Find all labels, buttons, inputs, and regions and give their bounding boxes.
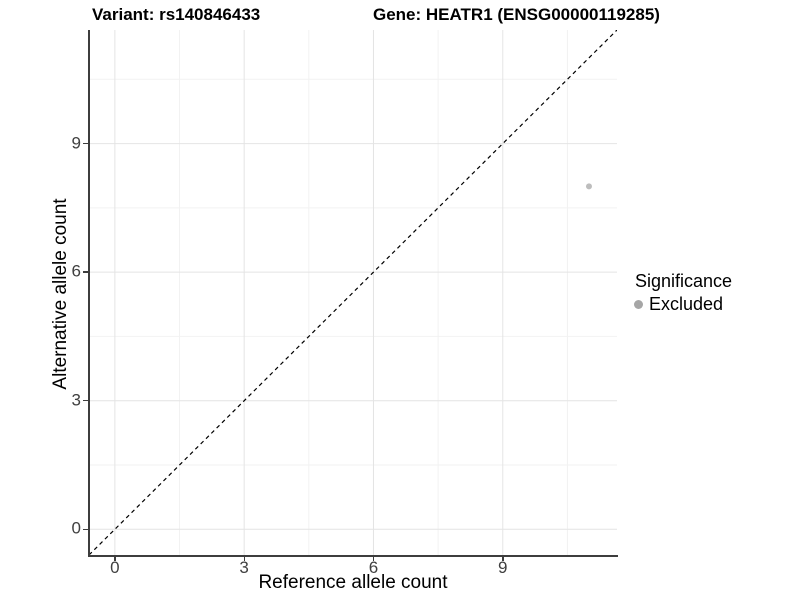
- y-tick-mark: [83, 399, 88, 402]
- y-tick-label: 0: [71, 518, 81, 538]
- legend-item-excluded: Excluded: [630, 293, 732, 315]
- legend-title: Significance: [635, 271, 733, 291]
- x-tick-label: 6: [368, 558, 379, 577]
- x-tick-mark: [114, 556, 116, 561]
- x-tick-mark: [502, 556, 504, 561]
- legend-item-label: Excluded: [649, 294, 724, 314]
- y-axis-title: Alternative allele count: [50, 198, 71, 390]
- y-tick-label: 3: [71, 390, 81, 410]
- x-tick-mark: [372, 556, 375, 561]
- data-point: [585, 183, 592, 190]
- legend: Significance Excluded: [630, 270, 732, 315]
- y-tick-mark: [83, 271, 88, 273]
- plot-canvas: [89, 30, 617, 555]
- plot-panel: [89, 30, 617, 555]
- identity-line: [89, 30, 617, 555]
- title-gene: Gene: HEATR1 (ENSG00000119285): [373, 5, 660, 24]
- x-tick-label: 9: [498, 558, 508, 577]
- y-tick-mark: [83, 528, 88, 531]
- title-variant: Variant: rs140846433: [92, 5, 261, 24]
- y-tick-label: 6: [71, 261, 81, 281]
- y-tick-mark: [83, 142, 88, 145]
- y-tick-label: 9: [71, 133, 81, 153]
- y-axis-line: [88, 30, 90, 557]
- x-tick-label: 3: [239, 558, 249, 577]
- x-tick-mark: [243, 556, 246, 561]
- x-axis-title: Reference allele count: [258, 572, 448, 593]
- legend-dot-icon: [634, 299, 643, 309]
- x-axis-line: [88, 555, 618, 557]
- x-tick-label: 0: [110, 558, 120, 577]
